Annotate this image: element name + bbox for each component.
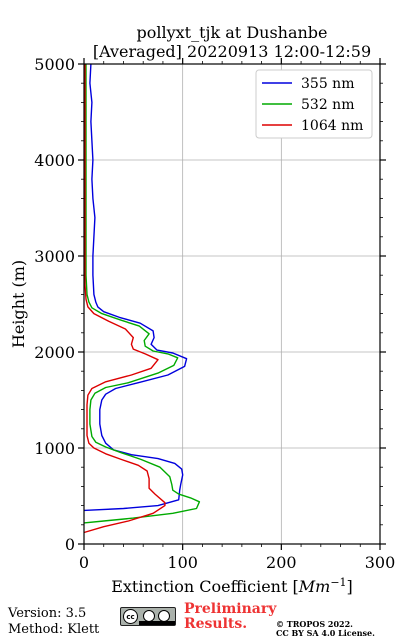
version-text: Version: 3.5: [8, 606, 87, 621]
cc-by-sa-icon: cc: [120, 607, 176, 626]
series-line-1064-nm: [83, 64, 166, 534]
preliminary-line2: Results.: [184, 616, 248, 632]
chart-title: pollyxt_tjk at Dushanbe: [136, 23, 327, 42]
legend-label: 1064 nm: [301, 118, 363, 134]
y-tick-label: 5000: [34, 55, 75, 74]
copyright-line1: © TROPOS 2022.: [276, 619, 353, 629]
y-tick-label: 1000: [34, 439, 75, 458]
x-tick-label: 300: [365, 553, 396, 572]
chart-subtitle: [Averaged] 20220913 12:00-12:59: [93, 42, 371, 61]
cc-icon: cc: [123, 609, 138, 624]
preliminary-notice: Preliminary Results.: [184, 602, 276, 632]
y-tick-label: 2000: [34, 343, 75, 362]
copyright-notice: © TROPOS 2022. CC BY SA 4.0 License.: [276, 620, 375, 638]
version-info: Version: 3.5 Method: Klett: [8, 606, 99, 638]
y-tick-label: 4000: [34, 151, 75, 170]
badge-strip: [139, 621, 175, 625]
legend-label: 355 nm: [301, 76, 354, 92]
data-series: [83, 63, 201, 534]
legend-label: 532 nm: [301, 97, 354, 113]
preliminary-line1: Preliminary: [184, 601, 277, 617]
x-tick-label: 200: [266, 553, 297, 572]
x-axis-label: Extinction Coefficient [Mm−1]: [111, 576, 353, 596]
x-tick-label: 0: [79, 553, 89, 572]
x-axis-unit-exp: −1: [330, 576, 346, 589]
y-tick-label: 0: [65, 535, 75, 554]
series-line-532-nm: [83, 64, 201, 524]
series-line-355-nm: [83, 63, 188, 512]
y-axis-label: Height (m): [9, 260, 28, 348]
extinction-profile-chart: pollyxt_tjk at Dushanbe [Averaged] 20220…: [9, 23, 395, 596]
copyright-line2: CC BY SA 4.0 License.: [276, 628, 375, 638]
x-tick-label: 100: [167, 553, 198, 572]
legend: 355 nm 532 nm 1064 nm: [255, 69, 373, 139]
x-axis-unit-base: Mm: [298, 577, 331, 596]
legend-box: [255, 69, 373, 139]
y-tick-label: 3000: [34, 247, 75, 266]
plot-frame: [83, 63, 381, 545]
method-text: Method: Klett: [8, 622, 100, 637]
